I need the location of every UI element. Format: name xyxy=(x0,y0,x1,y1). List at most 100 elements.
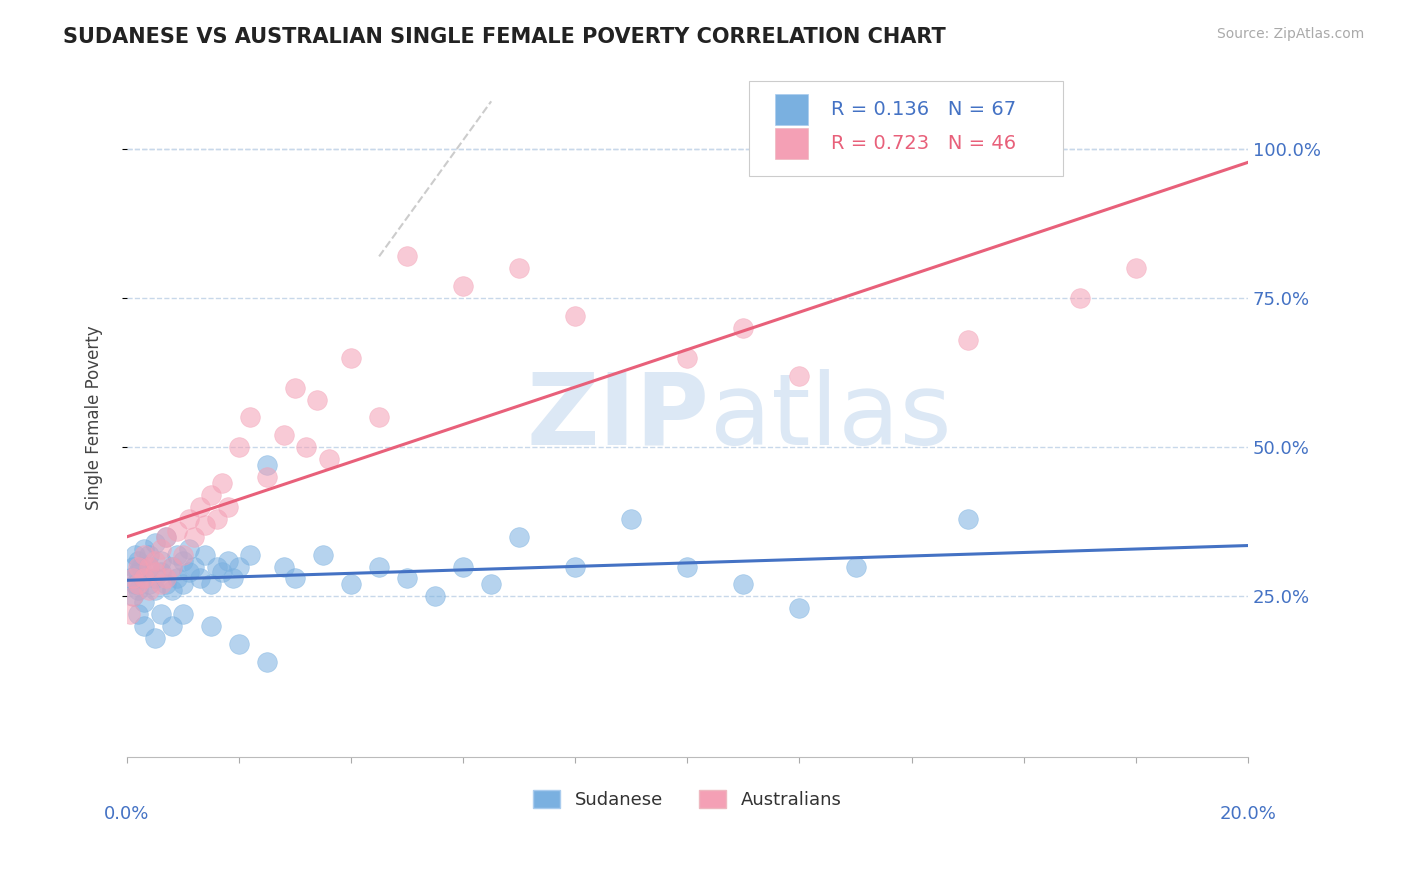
Point xyxy=(368,559,391,574)
Text: 0.0%: 0.0% xyxy=(104,805,149,823)
Point xyxy=(200,577,222,591)
Point xyxy=(396,572,419,586)
Point xyxy=(228,440,250,454)
Point xyxy=(132,572,155,586)
Point xyxy=(284,381,307,395)
Point xyxy=(188,572,211,586)
Point xyxy=(127,566,149,580)
Point xyxy=(200,619,222,633)
Point xyxy=(172,607,194,622)
Point xyxy=(239,548,262,562)
Point xyxy=(132,548,155,562)
Point xyxy=(273,428,295,442)
Point xyxy=(160,559,183,574)
Point xyxy=(138,577,160,591)
FancyBboxPatch shape xyxy=(749,81,1063,176)
Point xyxy=(789,368,811,383)
Point xyxy=(956,512,979,526)
Point xyxy=(118,572,141,586)
Point xyxy=(222,572,245,586)
Point xyxy=(1069,291,1091,305)
Point xyxy=(121,590,143,604)
Point xyxy=(425,590,447,604)
Point xyxy=(129,559,152,574)
Point xyxy=(127,553,149,567)
Point xyxy=(149,566,172,580)
Point xyxy=(217,500,239,514)
Point xyxy=(676,559,699,574)
Point xyxy=(256,470,278,484)
Point xyxy=(284,572,307,586)
Point xyxy=(132,619,155,633)
Point xyxy=(177,541,200,556)
Point xyxy=(564,559,586,574)
Point xyxy=(138,583,160,598)
Point xyxy=(228,637,250,651)
Point xyxy=(172,553,194,567)
Point xyxy=(166,524,188,538)
Point xyxy=(143,572,166,586)
Point xyxy=(183,530,205,544)
Point xyxy=(132,595,155,609)
Point xyxy=(256,458,278,472)
Point xyxy=(844,559,866,574)
Point xyxy=(124,548,146,562)
Text: R = 0.723   N = 46: R = 0.723 N = 46 xyxy=(831,134,1017,153)
Point xyxy=(177,512,200,526)
Point xyxy=(508,530,530,544)
Point xyxy=(217,553,239,567)
Point xyxy=(172,548,194,562)
FancyBboxPatch shape xyxy=(775,128,808,159)
Point xyxy=(132,541,155,556)
Point xyxy=(733,321,755,335)
Point xyxy=(138,559,160,574)
Y-axis label: Single Female Poverty: Single Female Poverty xyxy=(86,325,103,509)
Point xyxy=(396,249,419,263)
Point xyxy=(368,410,391,425)
Point xyxy=(166,572,188,586)
Point xyxy=(127,607,149,622)
Point xyxy=(149,607,172,622)
Point xyxy=(205,512,228,526)
Point xyxy=(188,500,211,514)
Point xyxy=(143,553,166,567)
Point xyxy=(620,512,643,526)
Point xyxy=(121,590,143,604)
FancyBboxPatch shape xyxy=(775,95,808,125)
Text: atlas: atlas xyxy=(710,369,952,466)
Point xyxy=(127,583,149,598)
Point xyxy=(451,279,474,293)
Point xyxy=(564,309,586,323)
Point xyxy=(160,583,183,598)
Point xyxy=(166,548,188,562)
Point xyxy=(132,572,155,586)
Text: 20.0%: 20.0% xyxy=(1219,805,1277,823)
Point xyxy=(200,488,222,502)
Point xyxy=(143,566,166,580)
Point xyxy=(124,577,146,591)
Point xyxy=(211,476,233,491)
Point xyxy=(508,261,530,276)
Point xyxy=(307,392,329,407)
Point xyxy=(956,333,979,347)
Point xyxy=(239,410,262,425)
Point xyxy=(318,452,340,467)
Legend: Sudanese, Australians: Sudanese, Australians xyxy=(526,782,849,816)
Point xyxy=(451,559,474,574)
Text: ZIP: ZIP xyxy=(527,369,710,466)
Point xyxy=(312,548,335,562)
Point xyxy=(143,583,166,598)
Text: R = 0.136   N = 67: R = 0.136 N = 67 xyxy=(831,100,1017,120)
Point xyxy=(211,566,233,580)
Point xyxy=(295,440,318,454)
Point xyxy=(155,530,177,544)
Point xyxy=(155,530,177,544)
Point xyxy=(228,559,250,574)
Point xyxy=(149,577,172,591)
Point xyxy=(149,553,172,567)
Point xyxy=(733,577,755,591)
Point xyxy=(789,601,811,615)
Point xyxy=(194,548,217,562)
Point xyxy=(676,351,699,365)
Point xyxy=(194,517,217,532)
